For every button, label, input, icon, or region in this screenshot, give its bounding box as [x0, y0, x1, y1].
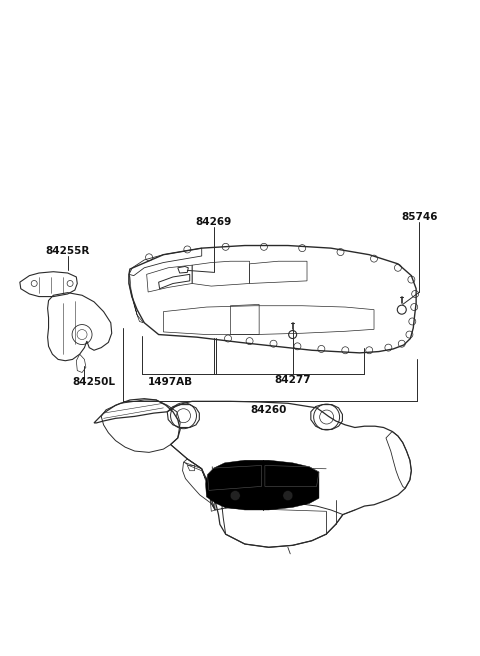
Circle shape [283, 491, 293, 501]
Text: 84260: 84260 [251, 405, 287, 415]
Circle shape [230, 491, 240, 501]
Text: 84255R: 84255R [46, 246, 90, 256]
Text: 84250L: 84250L [72, 377, 116, 387]
Text: 1497AB: 1497AB [148, 377, 193, 386]
Text: 84269: 84269 [195, 217, 232, 227]
Polygon shape [205, 461, 319, 510]
Text: 85746: 85746 [401, 212, 438, 222]
Text: 84277: 84277 [275, 375, 311, 385]
